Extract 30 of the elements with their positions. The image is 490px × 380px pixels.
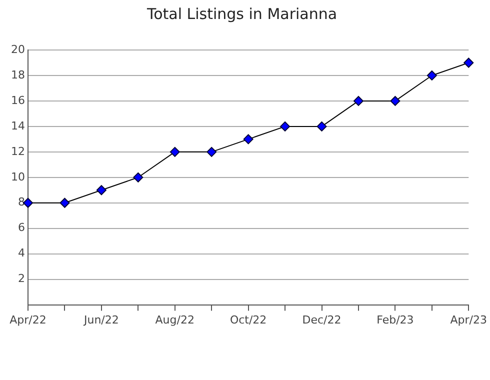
point <box>280 121 290 132</box>
x-tick-label: Apr/22 <box>10 313 46 326</box>
y-tick-label: 8 <box>18 196 25 209</box>
point <box>390 96 400 106</box>
x-tick-label: Oct/22 <box>230 313 267 326</box>
y-tick-label: 2 <box>18 272 25 286</box>
y-tick-label: 12 <box>10 144 25 158</box>
point <box>426 70 437 80</box>
x-tick-label: Dec/22 <box>302 313 342 326</box>
x-tick-label: Apr/23 <box>450 313 487 326</box>
chart-title: Total Listings in Marianna <box>146 4 338 23</box>
x-tick-label: Aug/22 <box>155 313 194 326</box>
x-tick-label: Jun/22 <box>82 313 119 326</box>
point <box>133 172 144 182</box>
point <box>243 134 254 144</box>
point <box>60 198 70 208</box>
y-tick-label: 4 <box>18 246 25 260</box>
x-tick-label: Feb/23 <box>376 313 414 326</box>
point <box>464 58 474 68</box>
y-tick-label: 20 <box>10 42 25 56</box>
y-tick-label: 6 <box>18 221 25 234</box>
point <box>353 96 364 106</box>
y-tick-label: 14 <box>10 119 25 132</box>
point <box>206 146 217 157</box>
y-tick-label: 10 <box>10 170 25 184</box>
point <box>316 121 327 132</box>
point <box>170 146 180 157</box>
y-tick-label: 16 <box>10 94 25 107</box>
point <box>96 185 106 196</box>
y-tick-label: 18 <box>10 68 25 82</box>
